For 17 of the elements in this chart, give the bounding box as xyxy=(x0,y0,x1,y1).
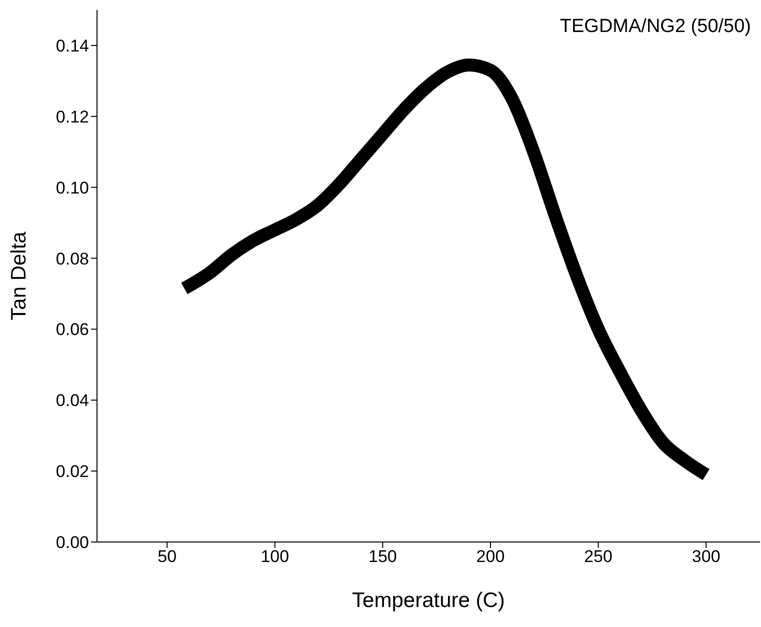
x-tick-label: 200 xyxy=(476,547,505,566)
x-axis-title: Temperature (C) xyxy=(352,589,505,612)
y-tick-label: 0.06 xyxy=(56,320,89,340)
annotation: TEGDMA/NG2 (50/50) xyxy=(560,16,751,38)
x-tick-label: 250 xyxy=(584,547,612,566)
y-tick-label: 0.02 xyxy=(56,462,89,482)
x-tick-label: 300 xyxy=(692,547,720,566)
y-tick-label: 0.04 xyxy=(56,391,89,410)
y-tick-label: 0.12 xyxy=(56,107,89,126)
y-tick-label: 0.08 xyxy=(56,249,89,268)
y-tick-label: 0.14 xyxy=(56,36,89,56)
y-tick-label: 0.10 xyxy=(56,178,89,198)
x-tick-label: 50 xyxy=(158,547,177,566)
y-axis-title: Tan Delta xyxy=(7,231,30,320)
x-tick-label: 100 xyxy=(260,547,290,566)
x-tick-label: 150 xyxy=(368,547,397,566)
y-tick-label: 0.00 xyxy=(56,533,89,552)
